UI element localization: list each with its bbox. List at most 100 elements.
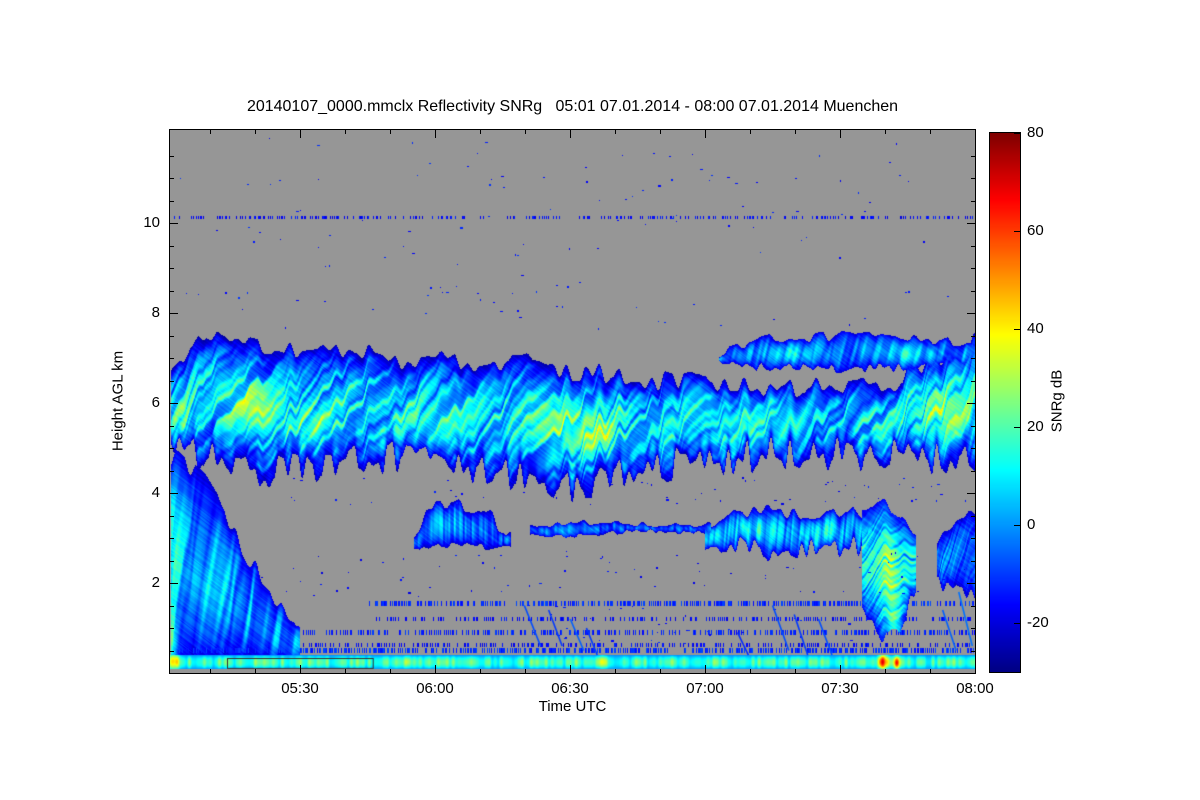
y-minor-tick [170, 381, 174, 382]
x-minor-tick [660, 669, 661, 673]
plot-frame [169, 129, 976, 674]
y-major-tick [170, 313, 178, 314]
y-minor-tick-right [971, 538, 975, 539]
x-tick-label: 07:30 [821, 680, 859, 697]
y-minor-tick [170, 561, 174, 562]
reflectivity-heatmap-canvas [170, 130, 975, 673]
colorbar-tick-label: -20 [1027, 614, 1049, 631]
y-major-tick-right [967, 583, 975, 584]
x-minor-tick [255, 669, 256, 673]
x-minor-tick [210, 669, 211, 673]
y-minor-tick-right [971, 381, 975, 382]
x-minor-tick [750, 669, 751, 673]
colorbar-tick [1014, 329, 1020, 330]
x-major-tick [570, 665, 571, 673]
y-minor-tick-right [971, 651, 975, 652]
y-major-tick [170, 583, 178, 584]
y-tick-label: 6 [151, 394, 160, 411]
y-minor-tick [170, 471, 174, 472]
x-minor-tick [885, 669, 886, 673]
y-minor-tick-right [971, 336, 975, 337]
y-minor-tick [170, 268, 174, 269]
x-tick-label: 06:00 [416, 680, 454, 697]
y-minor-tick-right [971, 471, 975, 472]
y-minor-tick [170, 628, 174, 629]
x-tick-label: 08:00 [956, 680, 994, 697]
y-minor-tick-right [971, 516, 975, 517]
x-minor-tick [390, 669, 391, 673]
y-major-tick-right [967, 493, 975, 494]
y-major-tick [170, 223, 178, 224]
x-major-tick [840, 665, 841, 673]
x-minor-tick-top [525, 130, 526, 134]
y-minor-tick [170, 448, 174, 449]
x-major-tick [975, 665, 976, 673]
y-minor-tick [170, 336, 174, 337]
colorbar-tick-label: 60 [1027, 222, 1044, 239]
x-major-tick [300, 665, 301, 673]
colorbar-gradient-canvas [990, 133, 1020, 672]
y-tick-label: 8 [151, 304, 160, 321]
y-tick-label: 2 [151, 574, 160, 591]
colorbar-tick [1014, 133, 1020, 134]
y-minor-tick [170, 178, 174, 179]
colorbar-tick [1014, 623, 1020, 624]
x-tick-label: 05:30 [281, 680, 319, 697]
y-minor-tick-right [971, 268, 975, 269]
x-minor-tick-top [255, 130, 256, 134]
y-minor-tick-right [971, 561, 975, 562]
x-major-tick-top [570, 130, 571, 138]
y-minor-tick-right [971, 291, 975, 292]
colorbar-tick-label: 80 [1027, 124, 1044, 141]
y-minor-tick [170, 426, 174, 427]
y-minor-tick-right [971, 178, 975, 179]
y-tick-label: 4 [151, 484, 160, 501]
y-minor-tick-right [971, 358, 975, 359]
x-minor-tick-top [750, 130, 751, 134]
x-major-tick-top [435, 130, 436, 138]
x-minor-tick [930, 669, 931, 673]
x-minor-tick [480, 669, 481, 673]
x-major-tick [705, 665, 706, 673]
y-minor-tick [170, 201, 174, 202]
y-minor-tick [170, 156, 174, 157]
plot-title: 20140107_0000.mmclx Reflectivity SNRg 05… [246, 98, 899, 115]
x-minor-tick [615, 669, 616, 673]
y-tick-label: 10 [143, 214, 160, 231]
x-minor-tick [525, 669, 526, 673]
y-minor-tick-right [971, 606, 975, 607]
y-minor-tick [170, 606, 174, 607]
x-major-tick-top [300, 130, 301, 138]
y-minor-tick-right [971, 156, 975, 157]
y-minor-tick [170, 358, 174, 359]
colorbar-tick [1014, 525, 1020, 526]
x-tick-label: 07:00 [686, 680, 724, 697]
x-major-tick-top [705, 130, 706, 138]
x-major-tick-top [840, 130, 841, 138]
y-major-tick-right [967, 403, 975, 404]
x-minor-tick-top [210, 130, 211, 134]
x-minor-tick [345, 669, 346, 673]
y-minor-tick [170, 538, 174, 539]
colorbar-label: SNRg dB [1048, 369, 1066, 433]
x-minor-tick-top [660, 130, 661, 134]
x-minor-tick-top [795, 130, 796, 134]
y-minor-tick [170, 651, 174, 652]
x-minor-tick-top [390, 130, 391, 134]
y-major-tick [170, 493, 178, 494]
y-minor-tick-right [971, 246, 975, 247]
y-minor-tick-right [971, 448, 975, 449]
x-minor-tick-top [885, 130, 886, 134]
x-axis-label: Time UTC [538, 698, 607, 715]
x-tick-label: 06:30 [551, 680, 589, 697]
x-major-tick [435, 665, 436, 673]
x-minor-tick-top [480, 130, 481, 134]
x-minor-tick [795, 669, 796, 673]
colorbar-tick [1014, 231, 1020, 232]
y-minor-tick [170, 516, 174, 517]
x-major-tick-top [975, 130, 976, 138]
colorbar-tick-label: 0 [1027, 516, 1036, 533]
colorbar-frame [989, 132, 1021, 673]
colorbar-tick-label: 20 [1027, 418, 1044, 435]
y-minor-tick-right [971, 201, 975, 202]
